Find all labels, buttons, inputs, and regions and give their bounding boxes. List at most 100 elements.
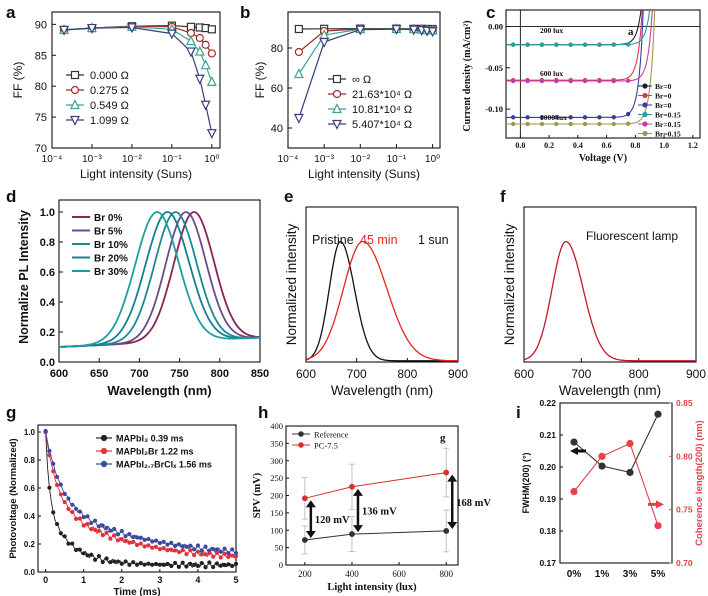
data-point — [626, 439, 634, 448]
data-point — [176, 564, 181, 569]
data-point — [233, 561, 239, 566]
y-tick-label: 80 — [35, 81, 47, 93]
data-point — [96, 524, 102, 529]
annotation: 136 mV — [362, 506, 397, 517]
series-line — [523, 240, 696, 362]
data-point — [192, 552, 197, 558]
data-point — [443, 528, 450, 534]
legend-label: 0.000 Ω — [90, 70, 129, 82]
x-tick-label: 800 — [211, 368, 229, 380]
panel-label: b — [240, 3, 250, 22]
data-point — [150, 545, 155, 550]
data-point — [598, 452, 606, 460]
data-point — [200, 100, 211, 111]
data-point — [165, 548, 170, 553]
data-point — [70, 541, 75, 546]
data-point — [150, 539, 155, 544]
data-point — [230, 547, 235, 552]
legend-label: MAPbI₃ 0.39 ms — [116, 434, 184, 444]
arrow-head — [305, 500, 316, 508]
x-tick-label: 10⁻³ — [82, 154, 102, 165]
data-point — [100, 523, 105, 528]
data-point — [43, 428, 48, 434]
data-point — [54, 521, 60, 527]
x-tick-label: 10⁻² — [122, 154, 142, 165]
x-tick-label: 2 — [119, 575, 124, 585]
x-axis-label: Light intensity (Suns) — [80, 167, 192, 181]
data-point — [89, 527, 94, 532]
series-line — [58, 211, 261, 348]
data-point — [161, 562, 166, 567]
annotation: 1000 lux — [540, 113, 567, 122]
data-point — [199, 548, 204, 553]
data-point — [293, 68, 304, 79]
data-point — [185, 47, 196, 58]
y-tick-label: 0.18 — [539, 526, 556, 536]
chart-f: 600 700 800 900 Wavelength (nm) Normalized in… — [502, 206, 706, 398]
x-tick-label: 650 — [90, 368, 108, 380]
data-point — [142, 562, 147, 567]
data-point — [62, 499, 67, 505]
x-tick-label: 600 — [50, 368, 68, 380]
data-point — [230, 553, 235, 558]
annotation: Fluorescent lamp — [586, 229, 678, 243]
y-tick-label: 0.19 — [539, 494, 556, 504]
data-point — [230, 563, 235, 569]
legend-label: 5.407*10⁴ Ω — [352, 119, 412, 131]
x-tick-label: 400 — [345, 569, 359, 579]
data-point — [134, 535, 140, 540]
data-point — [218, 563, 223, 568]
data-point — [226, 554, 231, 560]
data-point — [66, 541, 71, 546]
data-point — [582, 115, 588, 120]
data-point — [142, 537, 147, 542]
legend-label: Br 5% — [94, 227, 122, 238]
x-tick-label: 800 — [397, 367, 417, 381]
x-tick-label: 4 — [195, 575, 200, 585]
y-tick-label: 200 — [270, 491, 283, 501]
series-line — [305, 240, 458, 362]
data-point — [218, 555, 223, 560]
legend-marker — [100, 447, 108, 455]
annotation: 168 mV — [456, 498, 491, 509]
x-tick-label: 1.0 — [659, 141, 669, 150]
data-point — [150, 562, 155, 567]
data-point — [119, 536, 124, 542]
x-tick-label: 900 — [448, 367, 468, 381]
data-point — [77, 547, 82, 552]
data-point — [207, 548, 212, 553]
legend-marker — [100, 434, 108, 442]
data-point — [165, 542, 170, 547]
data-point — [123, 559, 128, 564]
data-point — [123, 538, 128, 544]
data-point — [176, 542, 181, 547]
y-axis-label: Normalized intensity — [502, 223, 517, 345]
inner-label: g — [440, 432, 446, 444]
x-tick-label: 10⁻² — [350, 154, 370, 165]
data-point — [131, 534, 136, 540]
data-point — [539, 121, 545, 127]
data-point — [525, 42, 530, 47]
data-point — [108, 560, 113, 565]
data-point — [70, 509, 75, 515]
data-point — [85, 514, 90, 519]
data-point — [77, 509, 82, 514]
data-point — [293, 113, 304, 124]
data-point — [184, 564, 189, 569]
y-tick-label: 75 — [35, 112, 47, 124]
data-point — [115, 559, 121, 564]
y-tick-label: 100 — [270, 525, 283, 535]
data-point — [214, 547, 220, 552]
annotation: 120 mV — [315, 515, 350, 526]
data-point — [58, 531, 63, 536]
annotation: 1 sun — [418, 233, 449, 247]
y-tick-label: 50 — [275, 543, 284, 553]
y-tick-label: 300 — [270, 456, 283, 466]
x-tick-label: 0.4 — [573, 141, 583, 150]
data-point — [301, 537, 308, 543]
y-tick-label: 0.6 — [24, 484, 36, 493]
y-axis-label: Photovoltage (Normalized) — [8, 438, 19, 558]
plot-frame — [37, 424, 237, 573]
series-line — [304, 472, 447, 499]
data-point — [195, 543, 201, 548]
